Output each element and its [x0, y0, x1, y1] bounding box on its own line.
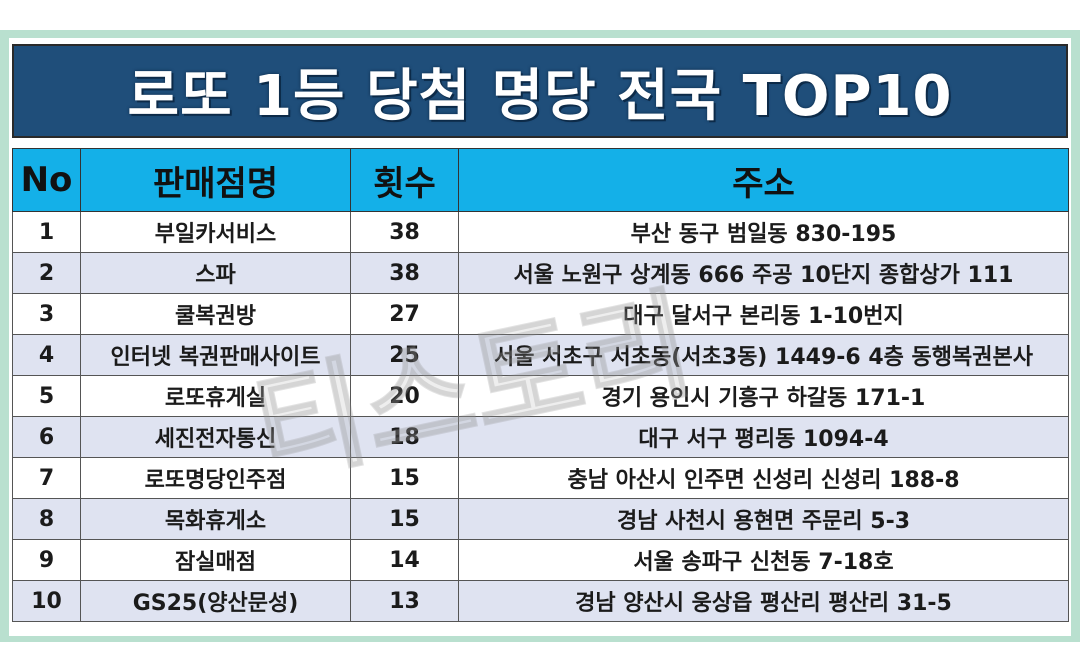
cell-store-name: 부일카서비스 — [80, 211, 351, 253]
cell-no: 3 — [12, 293, 81, 335]
table-row: 1 부일카서비스 38 부산 동구 범일동 830-195 — [12, 211, 1069, 253]
cell-store-name: GS25(양산문성) — [80, 580, 351, 622]
cell-address: 경남 사천시 용현면 주문리 5-3 — [458, 498, 1069, 540]
table-row: 6 세진전자통신 18 대구 서구 평리동 1094-4 — [12, 416, 1069, 458]
cell-store-name: 잠실매점 — [80, 539, 351, 581]
cell-address: 서울 노원구 상계동 666 주공 10단지 종합상가 111 — [458, 252, 1069, 294]
cell-store-name: 로또명당인주점 — [80, 457, 351, 499]
cell-no: 9 — [12, 539, 81, 581]
table-row: 2 스파 38 서울 노원구 상계동 666 주공 10단지 종합상가 111 — [12, 252, 1069, 294]
table-row: 7 로또명당인주점 15 충남 아산시 인주면 신성리 신성리 188-8 — [12, 457, 1069, 499]
table-row: 8 목화휴게소 15 경남 사천시 용현면 주문리 5-3 — [12, 498, 1069, 540]
cell-no: 1 — [12, 211, 81, 253]
cell-store-name: 세진전자통신 — [80, 416, 351, 458]
page-title: 로또 1등 당첨 명당 전국 TOP10 — [127, 63, 953, 129]
cell-win-count: 27 — [350, 293, 459, 335]
table-row: 3 쿨복권방 27 대구 달서구 본리동 1-10번지 — [12, 293, 1069, 335]
cell-no: 10 — [12, 580, 81, 622]
title-banner: 로또 1등 당첨 명당 전국 TOP10 — [12, 44, 1068, 138]
cell-no: 5 — [12, 375, 81, 417]
table-row: 5 로또휴게실 20 경기 용인시 기흥구 하갈동 171-1 — [12, 375, 1069, 417]
cell-win-count: 25 — [350, 334, 459, 376]
cell-no: 8 — [12, 498, 81, 540]
cell-win-count: 20 — [350, 375, 459, 417]
cell-win-count: 14 — [350, 539, 459, 581]
cell-win-count: 15 — [350, 457, 459, 499]
ranking-table: No 판매점명 횟수 주소 1 부일카서비스 38 부산 동구 범일동 830-195… — [12, 148, 1069, 622]
table-row: 10 GS25(양산문성) 13 경남 양산시 웅상읍 평산리 평산리 31-5 — [12, 580, 1069, 622]
header-no: No — [12, 148, 81, 212]
cell-store-name: 목화휴게소 — [80, 498, 351, 540]
table-row: 4 인터넷 복권판매사이트 25 서울 서초구 서초동(서초3동) 1449-6 4층… — [12, 334, 1069, 376]
cell-address: 서울 서초구 서초동(서초3동) 1449-6 4층 동행복권본사 — [458, 334, 1069, 376]
header-store-name: 판매점명 — [80, 148, 351, 212]
header-address: 주소 — [458, 148, 1069, 212]
cell-store-name: 인터넷 복권판매사이트 — [80, 334, 351, 376]
cell-address: 부산 동구 범일동 830-195 — [458, 211, 1069, 253]
cell-address: 대구 달서구 본리동 1-10번지 — [458, 293, 1069, 335]
cell-no: 2 — [12, 252, 81, 294]
cell-win-count: 15 — [350, 498, 459, 540]
cell-store-name: 스파 — [80, 252, 351, 294]
cell-address: 경기 용인시 기흥구 하갈동 171-1 — [458, 375, 1069, 417]
header-win-count: 횟수 — [350, 148, 459, 212]
cell-win-count: 38 — [350, 211, 459, 253]
cell-store-name: 로또휴게실 — [80, 375, 351, 417]
cell-no: 4 — [12, 334, 81, 376]
cell-address: 충남 아산시 인주면 신성리 신성리 188-8 — [458, 457, 1069, 499]
table-header-row: No 판매점명 횟수 주소 — [12, 148, 1069, 212]
cell-address: 서울 송파구 신천동 7-18호 — [458, 539, 1069, 581]
cell-no: 7 — [12, 457, 81, 499]
cell-win-count: 18 — [350, 416, 459, 458]
table-row: 9 잠실매점 14 서울 송파구 신천동 7-18호 — [12, 539, 1069, 581]
cell-win-count: 13 — [350, 580, 459, 622]
cell-address: 경남 양산시 웅상읍 평산리 평산리 31-5 — [458, 580, 1069, 622]
cell-store-name: 쿨복권방 — [80, 293, 351, 335]
cell-no: 6 — [12, 416, 81, 458]
cell-address: 대구 서구 평리동 1094-4 — [458, 416, 1069, 458]
cell-win-count: 38 — [350, 252, 459, 294]
